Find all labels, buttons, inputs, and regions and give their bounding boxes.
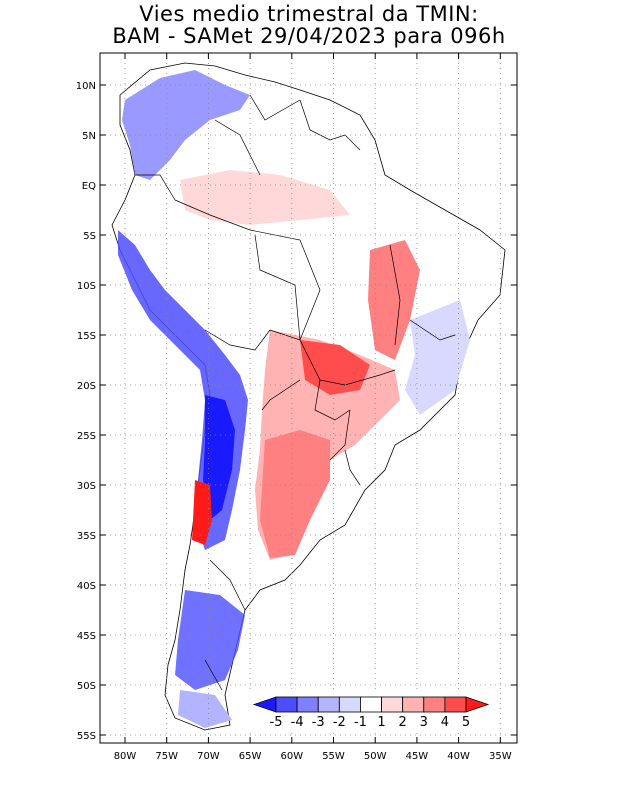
bias-region-se-brazil-light-negative	[405, 300, 470, 415]
bias-region-patagonia-negative	[175, 590, 245, 690]
colorbar-segment	[317, 696, 340, 713]
lon-tick-label: 50W	[364, 751, 387, 762]
colorbar: -5 -4 -3 -2 -1 1 2 3 4 5	[246, 691, 496, 733]
bias-region-andes-deep-negative	[203, 395, 235, 520]
lon-tick-label: 75W	[155, 751, 178, 762]
lon-tick-label: 65W	[239, 751, 262, 762]
bias-region-ne-brazil-positive	[368, 240, 420, 360]
colorbar-label: 1	[377, 715, 385, 730]
lat-tick-label: 30S	[77, 481, 96, 492]
bias-region-colombia-negative	[122, 70, 250, 180]
colorbar-label: -4	[291, 715, 304, 730]
colorbar-arrow-high	[465, 696, 490, 713]
colorbar-segment	[444, 696, 467, 713]
lon-tick-label: 70W	[197, 751, 220, 762]
lat-tick-label: 40S	[77, 581, 96, 592]
lat-tick-label: 15S	[77, 331, 96, 342]
colorbar-label: 3	[420, 715, 428, 730]
colorbar-label: 4	[441, 715, 449, 730]
lon-tick-label: 60W	[280, 751, 303, 762]
colorbar-segment	[296, 696, 319, 713]
lat-tick-label: 45S	[77, 631, 96, 642]
map-frame	[99, 52, 518, 744]
bias-region-argentina-positive	[260, 430, 330, 558]
longitude-axis: 80W 75W 70W 65W 60W 55W 50W 45W 40W 35W	[114, 53, 512, 762]
lat-tick-label: 10N	[76, 81, 96, 92]
lat-tick-label: 35S	[77, 531, 96, 542]
bias-region-amazon-light-positive	[180, 170, 350, 225]
latitude-axis: 10N 5N EQ 5S 10S 15S 20S 25S 30S 35S 40S 45S 50S 55S	[76, 81, 517, 742]
bias-region-mato-grosso-positive	[300, 340, 370, 395]
lon-tick-label: 35W	[489, 751, 512, 762]
colorbar-segment	[360, 696, 382, 713]
lat-tick-label: 55S	[77, 731, 96, 742]
lon-tick-label: 45W	[406, 751, 429, 762]
colorbar-label: -2	[333, 715, 346, 730]
lat-tick-label: 5N	[82, 131, 96, 142]
lon-tick-label: 40W	[447, 751, 470, 762]
lon-tick-label: 55W	[322, 751, 345, 762]
colorbar-label: -5	[270, 715, 283, 730]
lat-tick-label: 5S	[83, 231, 96, 242]
lat-tick-label: 50S	[77, 681, 96, 692]
colorbar-segment	[423, 696, 446, 713]
map-title-line-2: BAM - SAMet 29/04/2023 para 096h	[112, 24, 506, 48]
lat-tick-label: 10S	[77, 281, 96, 292]
colorbar-label: 2	[399, 715, 407, 730]
lat-tick-label: EQ	[82, 181, 96, 192]
colorbar-segment	[402, 696, 425, 713]
colorbar-segment	[338, 696, 361, 713]
colorbar-segment	[381, 696, 404, 713]
colorbar-label: 5	[462, 715, 470, 730]
country-borders	[135, 94, 456, 691]
colorbar-label: -1	[354, 715, 367, 730]
lat-tick-label: 20S	[77, 381, 96, 392]
lon-tick-label: 80W	[114, 751, 137, 762]
map-title-line-1: Vies medio trimestral da TMIN:	[139, 2, 479, 26]
bias-region-chile-positive	[192, 480, 212, 545]
colorbar-segment	[275, 696, 298, 713]
lat-tick-label: 25S	[77, 431, 96, 442]
colorbar-label: -3	[312, 715, 325, 730]
bias-region-south-tip-light-negative	[178, 690, 232, 728]
map-gridlines	[100, 53, 517, 743]
